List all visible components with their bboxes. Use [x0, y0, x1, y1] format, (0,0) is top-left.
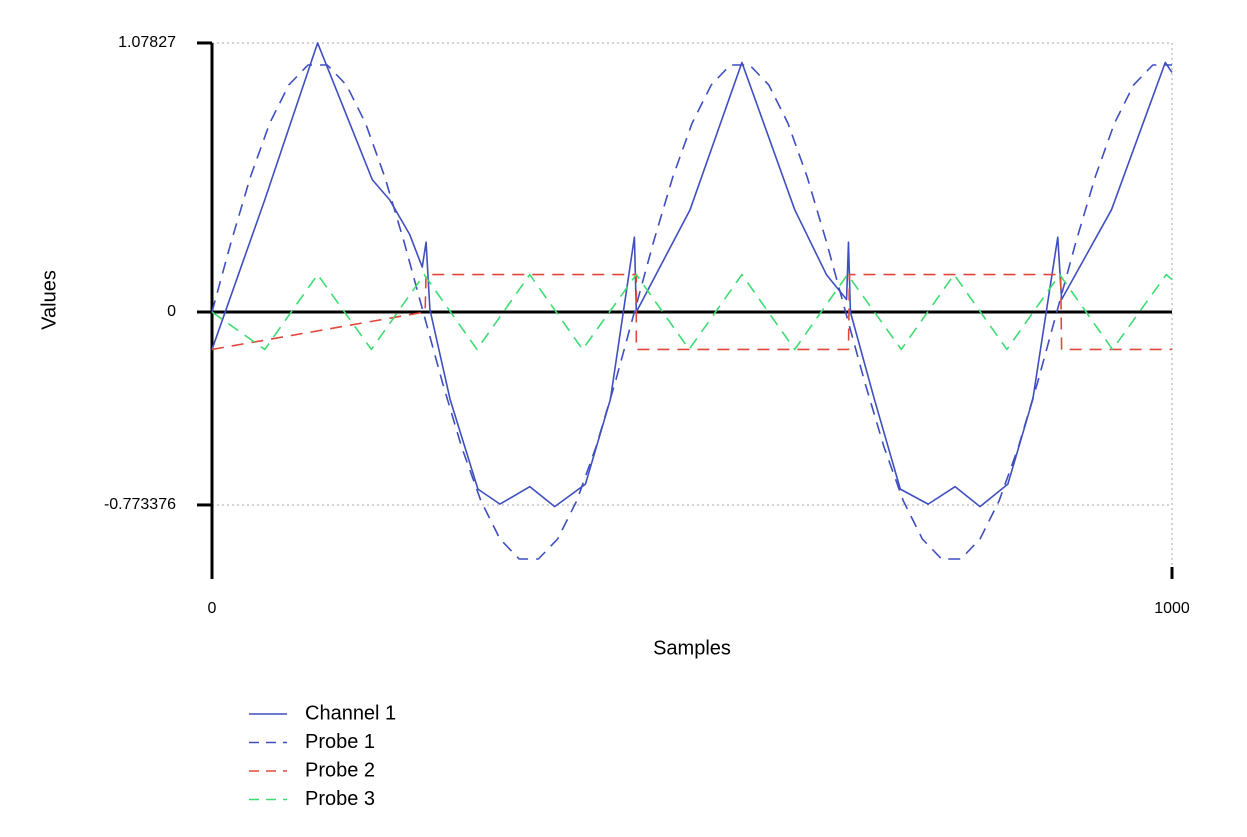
x-tick-label: 1000 — [1154, 600, 1190, 617]
series-line — [211, 273, 1173, 351]
y-tick-label: 0 — [167, 303, 176, 320]
legend-label: Channel 1 — [305, 702, 396, 724]
y-tick-label: -0.773376 — [104, 496, 176, 513]
x-axis-label: Samples — [653, 637, 731, 659]
y-tick-label: 1.07827 — [118, 34, 176, 51]
series-line — [211, 42, 1173, 508]
series-line — [211, 64, 1172, 560]
legend-label: Probe 3 — [305, 788, 375, 810]
series-line — [211, 273, 1172, 351]
legend-label: Probe 2 — [305, 759, 375, 781]
legend-label: Probe 1 — [305, 731, 375, 753]
x-tick-label: 0 — [208, 600, 217, 617]
y-axis-label: Values — [38, 270, 60, 330]
